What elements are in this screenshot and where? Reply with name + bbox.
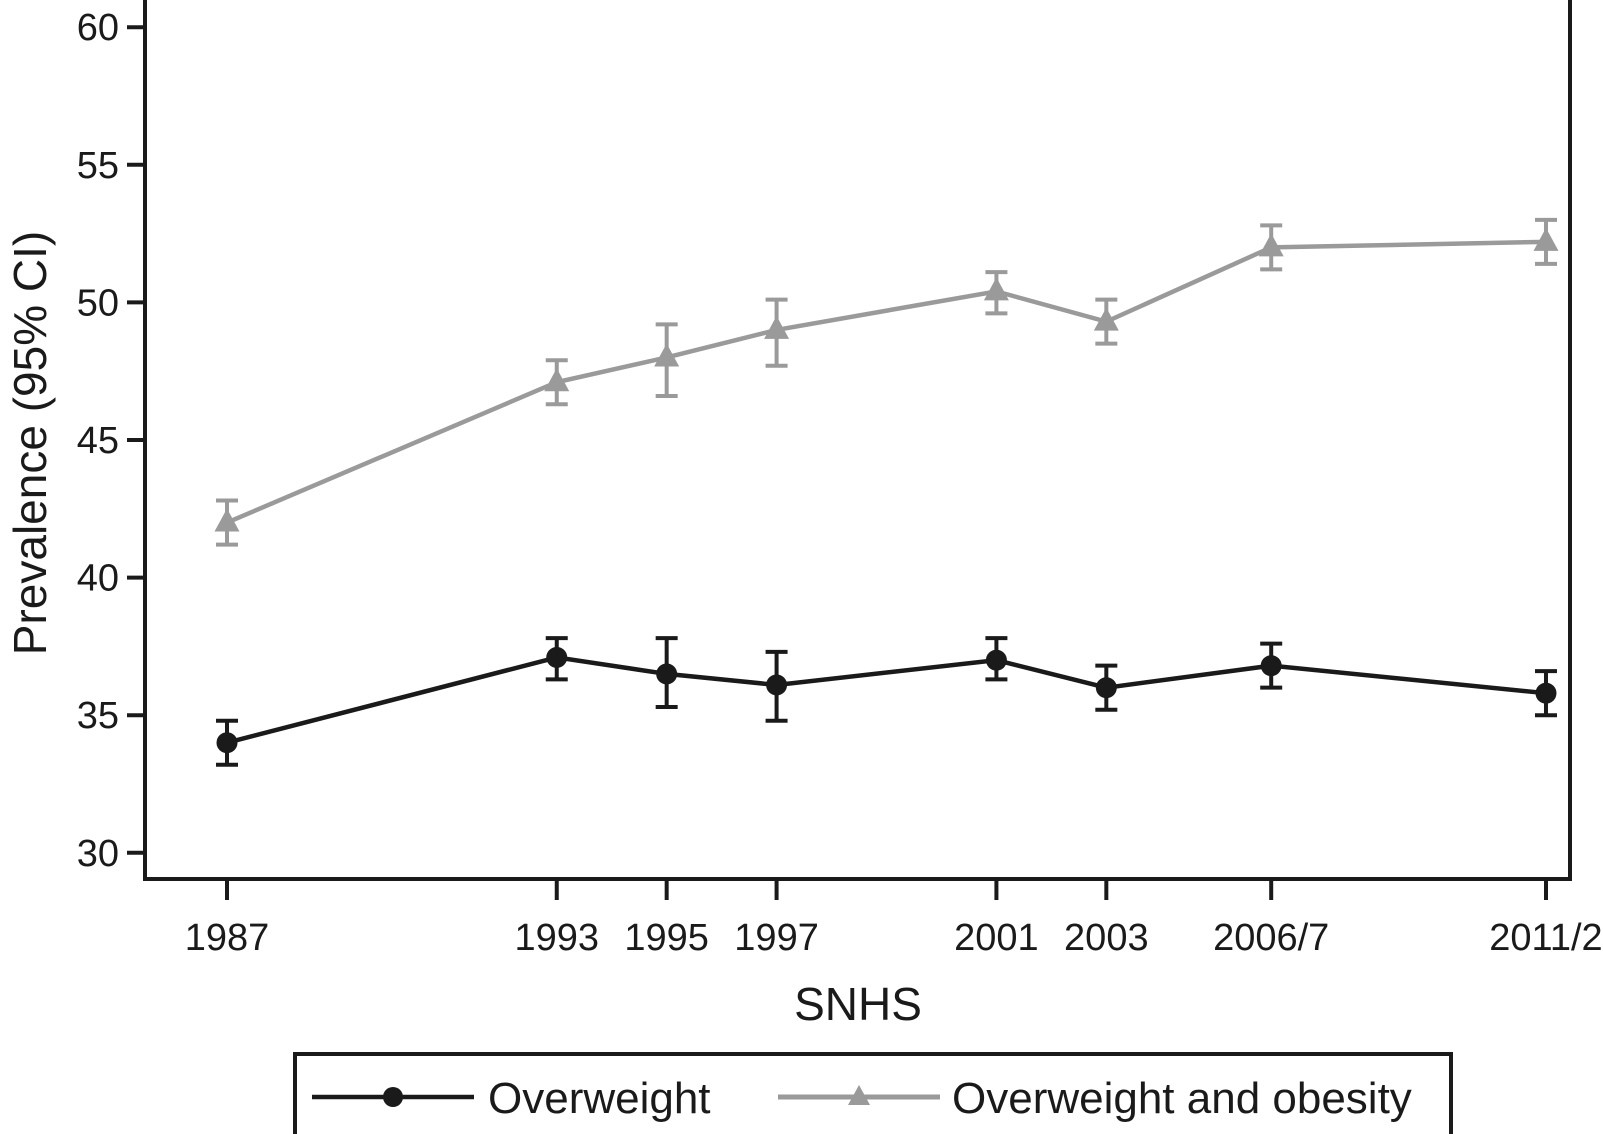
data-point-circle (1095, 677, 1117, 699)
data-point-triangle (654, 343, 680, 367)
legend-circle-marker (383, 1087, 403, 1107)
data-point-circle (766, 674, 788, 696)
legend: Overweight Overweight and obesity (293, 1052, 1453, 1134)
data-point-triangle (1093, 307, 1119, 331)
y-tick-label: 50 (77, 282, 119, 324)
y-tick-label: 40 (77, 558, 119, 600)
legend-triangle-marker (848, 1085, 870, 1105)
data-point-triangle (1533, 227, 1559, 251)
x-tick-label: 1995 (624, 917, 709, 959)
series-line-overweight (226, 655, 1547, 745)
y-tick-label: 30 (77, 833, 119, 875)
data-point-triangle (1258, 233, 1284, 257)
data-point-triangle (983, 277, 1009, 301)
data-point-circle (216, 732, 238, 754)
data-point-triangle (214, 508, 240, 532)
x-tick-label: 1997 (734, 917, 819, 959)
y-tick-label: 60 (77, 7, 119, 49)
data-point-triangle (764, 315, 790, 339)
series-line-overweight-and-obesity (226, 239, 1547, 525)
plot-area: 30 35 40 45 50 55 60 1987 1993 1995 1997 2001 2003 20… (77, 0, 1603, 959)
x-tick-label: 1993 (514, 917, 599, 959)
data-point-circle (546, 646, 568, 668)
x-tick-label: 2006/7 (1213, 917, 1329, 959)
x-tick-label: 2003 (1064, 917, 1149, 959)
legend-label-overweight: Overweight (488, 1074, 711, 1123)
y-tick-label: 45 (77, 420, 119, 462)
x-tick-label: 1987 (185, 917, 270, 959)
x-axis-title: SNHS (794, 978, 922, 1030)
data-point-circle (985, 649, 1007, 671)
legend-box (293, 1052, 1453, 1134)
y-axis-title: Prevalence (95% CI) (4, 231, 56, 655)
data-point-triangle (544, 368, 570, 392)
data-point-circle (1535, 682, 1557, 704)
x-tick-label: 2001 (954, 917, 1039, 959)
legend-label-overweight-obesity: Overweight and obesity (952, 1074, 1412, 1123)
data-point-circle (656, 663, 678, 685)
data-point-circle (1260, 655, 1282, 677)
y-tick-label: 55 (77, 145, 119, 187)
y-tick-label: 35 (77, 695, 119, 737)
x-tick-label: 2011/2 (1489, 917, 1602, 959)
